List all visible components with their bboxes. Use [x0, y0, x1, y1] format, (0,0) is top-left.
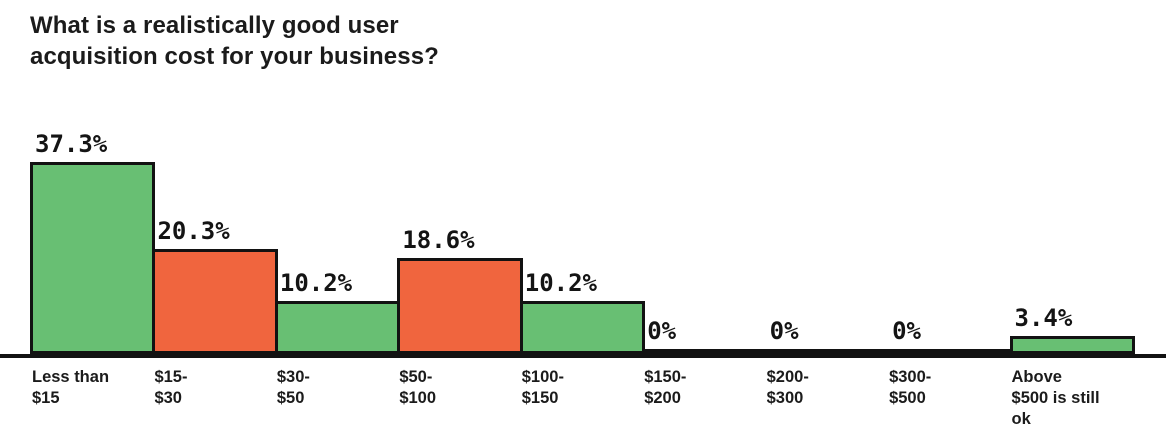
bar: [274, 301, 401, 354]
bar-value-label: 0%: [647, 317, 677, 345]
bar-category-label: $200- $300: [766, 368, 809, 407]
bar-value-label: 18.6%: [402, 226, 475, 254]
bar: [764, 349, 891, 355]
bar-category-label: $300- $500: [889, 368, 932, 407]
bar: [397, 258, 523, 354]
bar: [1009, 336, 1135, 354]
bar-value-label: 10.2%: [279, 269, 353, 297]
bar-category-label: $100- $150: [521, 368, 564, 407]
x-axis-line: [0, 354, 1166, 358]
bar: [152, 249, 278, 354]
bar-category-label: $30- $50: [276, 368, 310, 407]
bar: [519, 301, 646, 354]
bar: [30, 162, 156, 354]
bar: [642, 349, 768, 355]
bar: [887, 349, 1013, 355]
bar-category-label: $150- $200: [644, 368, 687, 407]
bar-value-label: 0%: [892, 317, 921, 345]
bar-category-label: Above $500 is still ok: [1011, 368, 1100, 428]
bar-value-label: 20.3%: [157, 217, 230, 245]
bar-category-label: $15- $30: [154, 368, 188, 407]
bar-value-label: 3.4%: [1014, 304, 1073, 332]
bar-value-label: 0%: [769, 317, 799, 345]
bar-value-label: 37.3%: [35, 130, 108, 158]
bar-value-label: 10.2%: [524, 269, 597, 297]
bar-category-label: Less than $15: [32, 368, 110, 407]
chart-title: What is a realistically good user acquis…: [30, 12, 439, 70]
bar-category-label: $50- $100: [399, 368, 437, 407]
